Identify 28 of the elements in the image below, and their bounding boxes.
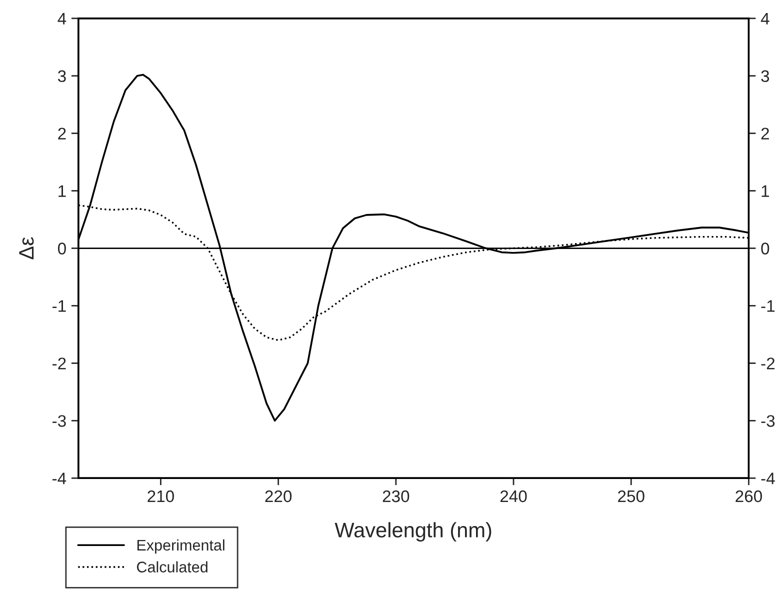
y-tick-label: -1 xyxy=(52,300,66,312)
y-tick-label: -4 xyxy=(52,472,66,484)
x-tick-label: 210 xyxy=(148,490,174,502)
y-tick-label: -3 xyxy=(52,415,66,427)
y2-tick-label: 3 xyxy=(761,70,770,82)
x-tick-label: 240 xyxy=(500,490,527,502)
x-axis-title: Wavelength (nm) xyxy=(334,522,492,542)
y-tick-label: 3 xyxy=(58,70,66,82)
legend-label: Experimental xyxy=(137,539,224,554)
y-tick-label: 1 xyxy=(58,185,66,197)
y2-tick-label: -4 xyxy=(761,472,775,484)
y2-tick-label: 0 xyxy=(761,242,770,254)
y2-tick-label: -1 xyxy=(761,300,775,312)
y2-tick-label: -2 xyxy=(761,358,775,370)
y-tick-label: 2 xyxy=(58,128,66,140)
y-tick-label: 4 xyxy=(58,12,66,24)
y2-tick-label: 1 xyxy=(762,185,769,197)
x-tick-label: 250 xyxy=(618,490,644,502)
x-tick-label: 230 xyxy=(382,490,410,502)
y-axis-title: Δε xyxy=(19,237,34,260)
y-tick-label: -2 xyxy=(52,358,66,370)
y2-tick-label: 4 xyxy=(760,12,770,24)
y2-tick-label: 2 xyxy=(761,128,769,140)
x-tick-label: 260 xyxy=(736,490,762,502)
x-tick-label: 220 xyxy=(265,490,292,502)
y2-tick-label: -3 xyxy=(761,415,775,427)
legend-label: Calculated xyxy=(136,561,208,572)
y-tick-label: 0 xyxy=(58,242,66,254)
